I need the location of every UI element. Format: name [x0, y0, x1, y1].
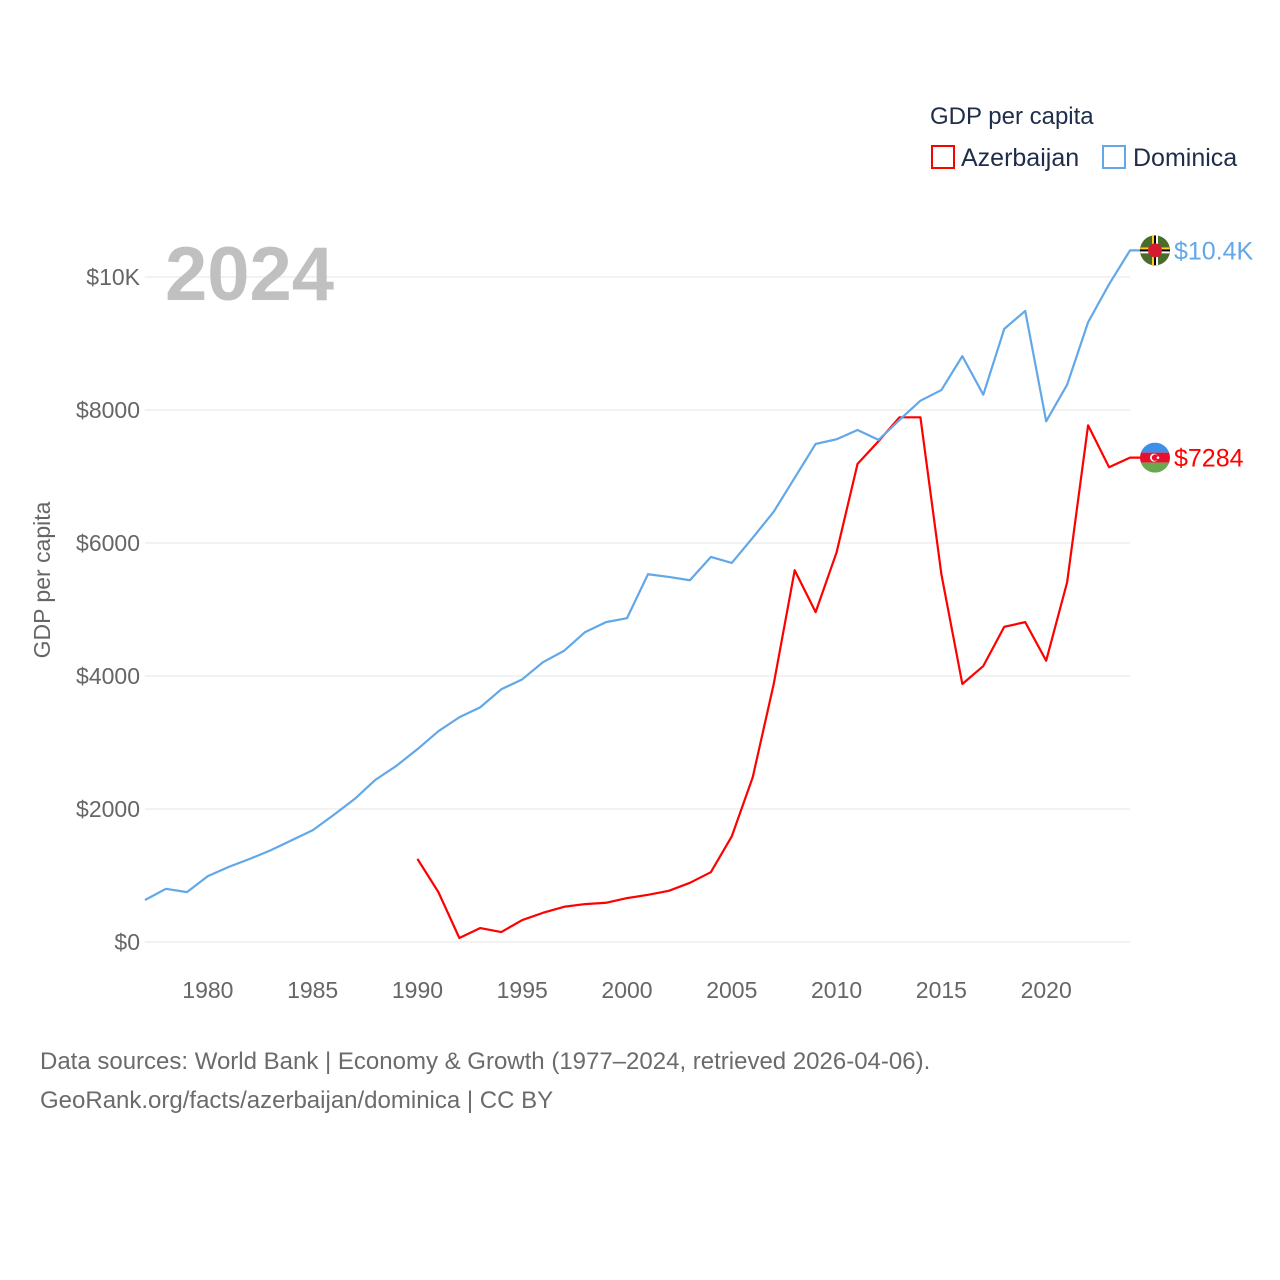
azerbaijan-flag-icon	[1140, 442, 1170, 473]
end-value-label-dominica: $10.4K	[1174, 237, 1254, 265]
legend-item-azerbaijan[interactable]: Azerbaijan	[931, 144, 1079, 172]
x-tick-label: 2010	[811, 977, 862, 1003]
end-value-label-azerbaijan: $7284	[1174, 445, 1244, 473]
y-axis-ticks: $0 $2000 $4000 $6000 $8000 $10K	[76, 264, 141, 955]
legend-swatch-azerbaijan	[931, 145, 955, 169]
legend-title: GDP per capita	[930, 103, 1094, 130]
y-axis-label: GDP per capita	[29, 501, 55, 658]
series-line-azerbaijan	[416, 416, 1142, 940]
dominica-flag-icon	[1140, 235, 1170, 266]
x-tick-label: 2015	[916, 977, 967, 1003]
series-lines	[144, 249, 1142, 940]
y-tick-label: $8000	[76, 397, 140, 423]
legend-item-dominica[interactable]: Dominica	[1102, 144, 1237, 172]
x-tick-label: 1995	[497, 977, 548, 1003]
y-tick-label: $0	[114, 929, 140, 955]
legend: GDP per capita Azerbaijan Dominica	[930, 103, 1237, 172]
legend-swatch-dominica	[1102, 145, 1126, 169]
y-tick-label: $4000	[76, 663, 140, 689]
series-line-dominica	[144, 249, 1142, 901]
series-end-labels: $7284 $10.4K	[1140, 235, 1254, 473]
legend-label-dominica: Dominica	[1133, 144, 1237, 172]
x-tick-label: 1990	[392, 977, 443, 1003]
attribution: GeoRank.org/facts/azerbaijan/dominica | …	[40, 1087, 554, 1114]
y-tick-label: $10K	[86, 264, 140, 290]
x-tick-label: 2005	[706, 977, 757, 1003]
legend-label-azerbaijan: Azerbaijan	[961, 144, 1079, 172]
x-tick-label: 2000	[601, 977, 652, 1003]
x-axis-ticks: 1980 1985 1990 1995 2000 2005 2010 2015 2020	[182, 977, 1071, 1003]
y-tick-label: $2000	[76, 796, 140, 822]
footer: Data sources: World Bank | Economy & Gro…	[40, 1042, 930, 1120]
y-tick-label: $6000	[76, 530, 140, 556]
x-tick-label: 1980	[182, 977, 233, 1003]
data-sources: Data sources: World Bank | Economy & Gro…	[40, 1048, 931, 1075]
gridlines	[145, 276, 1130, 943]
x-tick-label: 1985	[287, 977, 338, 1003]
year-label: 2024	[165, 232, 334, 317]
x-tick-label: 2020	[1021, 977, 1072, 1003]
